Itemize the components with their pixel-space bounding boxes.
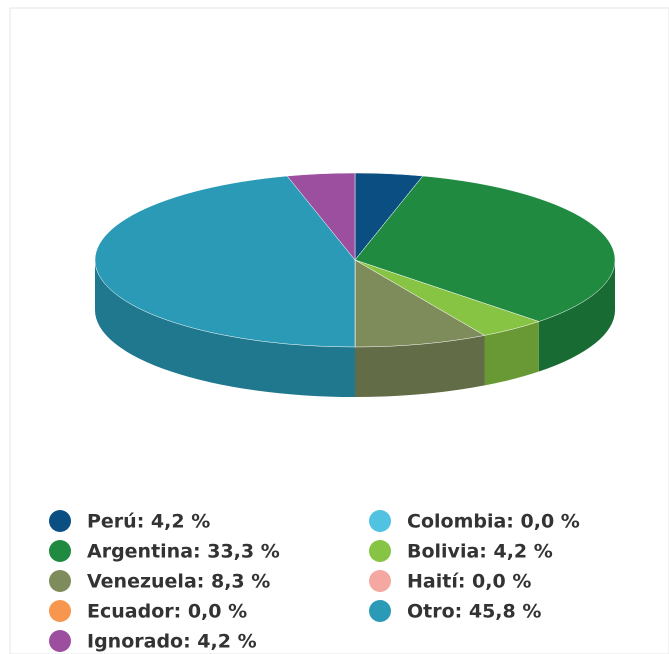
pie-side-shade <box>484 321 539 386</box>
legend-marker <box>369 600 391 622</box>
legend-marker <box>49 630 71 652</box>
legend-label: Otro: 45,8 % <box>407 601 541 623</box>
pie-side <box>484 321 539 386</box>
pie-slice <box>354 175 616 322</box>
legend-label: Argentina: 33,3 % <box>87 541 280 563</box>
pie-side-shade <box>95 260 355 397</box>
pie-side <box>355 335 485 397</box>
pie-side-shade <box>355 335 485 397</box>
legend-marker <box>49 600 71 622</box>
legend-marker <box>369 540 391 562</box>
legend-label: Colombia: 0,0 % <box>407 511 580 533</box>
pie-slice <box>94 175 356 348</box>
pie-side-shade <box>538 260 615 372</box>
pie-slice <box>286 172 356 261</box>
legend-label: Haití: 0,0 % <box>407 571 531 593</box>
pie-side <box>95 260 355 397</box>
legend-label: Ecuador: 0,0 % <box>87 601 247 623</box>
legend-marker <box>49 570 71 592</box>
legend-label: Ignorado: 4,2 % <box>87 631 257 653</box>
legend-marker <box>49 510 71 532</box>
legend-label: Perú: 4,2 % <box>87 511 210 533</box>
pie-slice <box>354 259 486 348</box>
legend-label: Bolivia: 4,2 % <box>407 541 553 563</box>
legend-marker <box>49 540 71 562</box>
pie-side <box>538 260 615 372</box>
legend-marker <box>369 510 391 532</box>
legend-label: Venezuela: 8,3 % <box>87 571 270 593</box>
legend-marker <box>369 570 391 592</box>
